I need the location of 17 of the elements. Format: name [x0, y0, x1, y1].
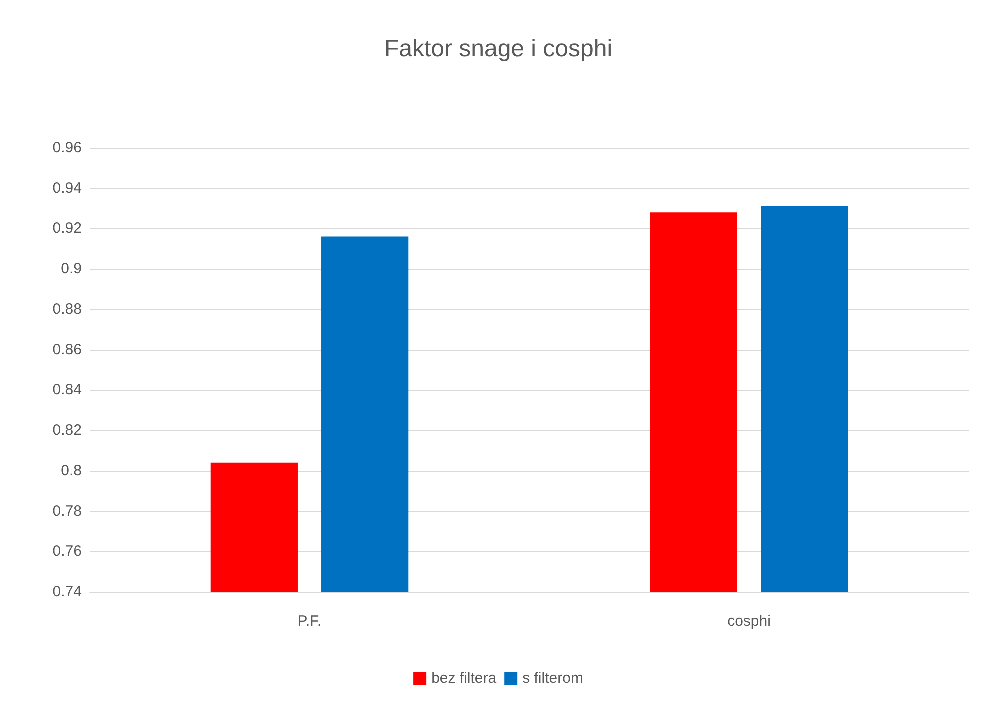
y-tick-label: 0.86 [52, 341, 82, 358]
y-tick-label: 0.88 [52, 300, 82, 318]
chart-title: Faktor snage i cosphi [384, 36, 613, 62]
y-tick-label: 0.84 [52, 382, 82, 399]
x-tick-label: P.F. [298, 613, 322, 630]
y-tick-label: 0.92 [52, 220, 82, 238]
y-tick-label: 0.94 [52, 180, 82, 197]
y-tick-label: 0.76 [52, 543, 82, 560]
y-tick-label: 0.82 [52, 422, 82, 440]
y-tick-label: 0.78 [52, 502, 82, 520]
y-tick-label: 0.9 [61, 260, 82, 278]
legend-label: bez filtera [432, 670, 498, 687]
x-tick-label: cosphi [728, 613, 771, 630]
legend-label: s filterom [522, 670, 584, 687]
y-tick-label: 0.74 [52, 584, 82, 600]
y-tick-label: 0.96 [52, 140, 82, 156]
y-tick-label: 0.8 [61, 462, 82, 480]
